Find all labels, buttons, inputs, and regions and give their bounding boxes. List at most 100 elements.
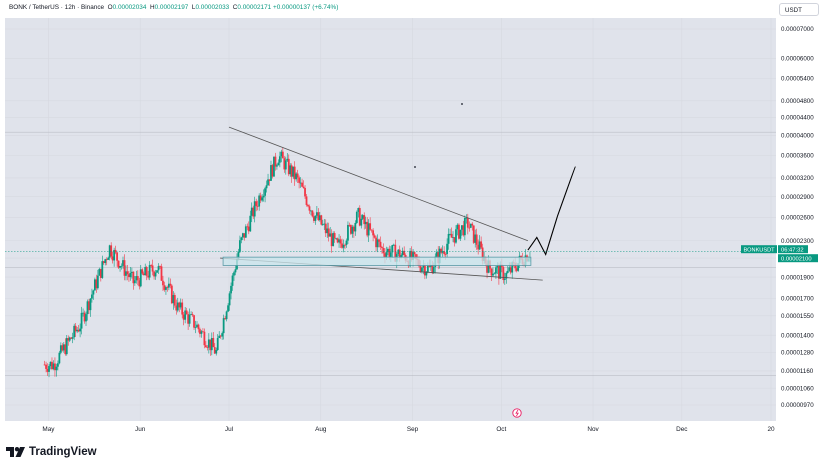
- candle: [89, 298, 92, 317]
- candle-body: [141, 269, 144, 274]
- candle: [468, 221, 471, 232]
- candle: [284, 156, 287, 175]
- candle-body: [123, 260, 126, 276]
- candle-body: [70, 337, 73, 339]
- candle: [344, 243, 346, 250]
- candle-body: [480, 241, 483, 248]
- candle: [367, 219, 370, 242]
- candle-body: [68, 337, 71, 341]
- candle-body: [59, 345, 62, 353]
- events-marker: [512, 408, 522, 418]
- candle: [203, 328, 206, 349]
- candle: [310, 209, 312, 216]
- candle: [99, 268, 102, 282]
- candle: [144, 263, 147, 276]
- currency-selector[interactable]: USDT: [779, 3, 819, 16]
- candle: [128, 270, 130, 282]
- candle: [179, 298, 182, 310]
- projected-path: [527, 166, 576, 257]
- candle-body: [486, 263, 488, 273]
- price-tick-label: 0.00001550: [781, 313, 814, 320]
- candle: [123, 254, 126, 281]
- candle-body: [178, 302, 181, 308]
- candle: [247, 221, 250, 235]
- candle: [295, 172, 298, 182]
- candle-body: [91, 294, 93, 299]
- candle-body: [452, 237, 454, 238]
- candle: [298, 175, 301, 189]
- candle-body: [153, 271, 155, 277]
- candle-body: [276, 165, 278, 167]
- candle-body: [222, 318, 225, 334]
- candle: [225, 310, 228, 322]
- candle-body: [270, 165, 272, 181]
- candle-body: [326, 228, 329, 234]
- candle: [459, 229, 462, 241]
- candle: [120, 263, 123, 270]
- candle-body: [241, 233, 244, 238]
- candle-body: [317, 212, 320, 221]
- candle: [259, 192, 262, 204]
- candle-body: [477, 244, 480, 250]
- candle-body: [277, 162, 280, 166]
- candle-body: [369, 223, 372, 230]
- candle-body: [107, 257, 110, 260]
- candle-body: [210, 338, 213, 351]
- candle: [342, 239, 345, 253]
- candle: [116, 251, 118, 267]
- candle: [193, 314, 195, 330]
- candle: [350, 224, 352, 235]
- candle-body: [73, 325, 76, 338]
- candle-body: [364, 221, 367, 225]
- candle-body: [150, 265, 153, 266]
- candle-body: [292, 166, 295, 177]
- candle-body: [142, 273, 145, 276]
- tradingview-logo[interactable]: TradingView: [6, 445, 97, 459]
- candle: [323, 218, 326, 230]
- candle: [207, 333, 210, 354]
- candle-body: [200, 331, 203, 334]
- candle-body: [335, 238, 338, 240]
- candle-body: [509, 267, 512, 273]
- candle: [449, 228, 451, 236]
- candle: [463, 215, 466, 241]
- candle: [56, 360, 59, 371]
- candle: [129, 266, 132, 281]
- candle: [443, 246, 446, 257]
- countdown-label: 06:47:32: [781, 247, 804, 253]
- candle: [104, 258, 107, 266]
- candle-body: [472, 225, 475, 243]
- candle: [71, 332, 74, 344]
- candle: [273, 156, 275, 177]
- candle-body: [440, 248, 443, 253]
- candle-body: [323, 223, 326, 225]
- candle-body: [228, 293, 231, 306]
- candle-body: [502, 267, 505, 281]
- candle: [73, 323, 76, 341]
- candle-body: [358, 208, 361, 226]
- candle-body: [274, 156, 277, 167]
- candle: [321, 219, 324, 226]
- candle-body: [333, 233, 336, 239]
- candle: [267, 173, 269, 186]
- candle: [95, 274, 98, 293]
- time-tick-label: Jun: [135, 426, 146, 433]
- candle: [141, 268, 144, 275]
- candle: [311, 210, 314, 218]
- candle: [372, 228, 375, 242]
- price-tick-label: 0.00002300: [781, 238, 814, 245]
- candle-body: [71, 337, 74, 339]
- candle: [301, 178, 303, 187]
- candle: [274, 152, 277, 171]
- candle: [290, 163, 293, 183]
- candle: [326, 222, 329, 239]
- candle-body: [173, 295, 176, 306]
- candle: [101, 255, 104, 279]
- candle-body: [284, 160, 287, 170]
- candle-body: [154, 272, 157, 277]
- candle: [455, 225, 457, 244]
- candle-body: [474, 234, 477, 243]
- candle: [200, 329, 203, 338]
